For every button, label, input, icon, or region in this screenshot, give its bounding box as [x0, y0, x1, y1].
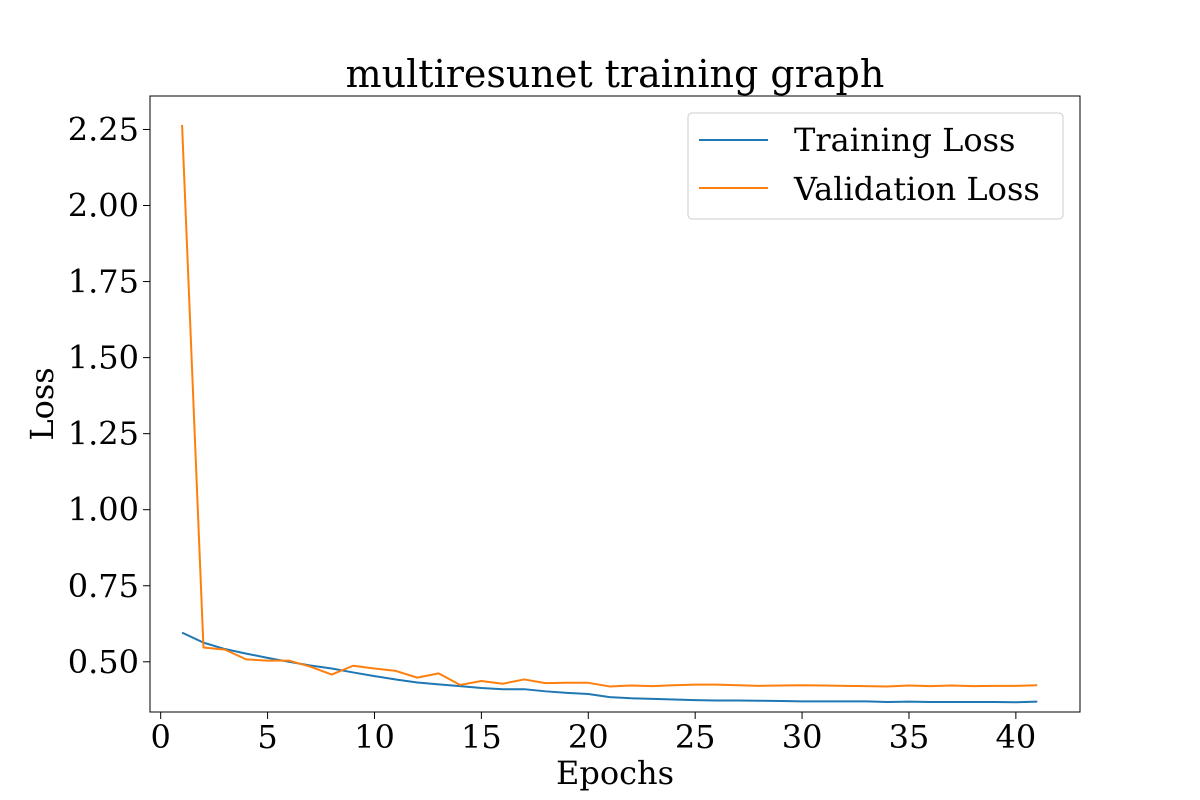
y-tick-label: 1.25 [68, 415, 139, 453]
y-tick-label: 0.75 [68, 567, 139, 605]
legend-validation-label: Validation Loss [793, 170, 1040, 208]
x-tick-label: 25 [675, 718, 716, 756]
legend-training-label: Training Loss [794, 121, 1015, 159]
y-tick-label: 0.50 [68, 643, 139, 681]
x-tick-label: 40 [996, 718, 1037, 756]
x-tick-label: 20 [568, 718, 609, 756]
plot-area [149, 95, 1081, 713]
legend-box [687, 112, 1064, 220]
training-loss-line [181, 631, 1038, 704]
y-tick-label: 2.25 [68, 110, 139, 148]
x-axis: 0 5 10 15 20 25 30 35 40 [151, 712, 1037, 756]
y-axis-label: Loss [23, 367, 61, 440]
x-tick-label: 35 [889, 718, 930, 756]
y-tick-label: 1.50 [68, 339, 139, 377]
x-axis-label: Epochs [556, 754, 674, 792]
series-lines [181, 124, 1038, 704]
x-tick-label: 15 [461, 718, 502, 756]
chart-title: multiresunet training graph [346, 52, 885, 96]
y-axis: 0.50 0.75 1.00 1.25 1.50 1.75 2.00 2.25 [68, 110, 150, 681]
legend: Training Loss Validation Loss [687, 112, 1064, 220]
x-tick-label: 0 [151, 718, 171, 756]
validation-loss-line [181, 124, 1038, 688]
y-tick-label: 1.00 [68, 491, 139, 529]
x-tick-label: 30 [782, 718, 823, 756]
x-tick-label: 5 [257, 718, 277, 756]
y-tick-label: 1.75 [68, 263, 139, 301]
x-tick-label: 10 [354, 718, 395, 756]
y-tick-label: 2.00 [68, 187, 139, 225]
